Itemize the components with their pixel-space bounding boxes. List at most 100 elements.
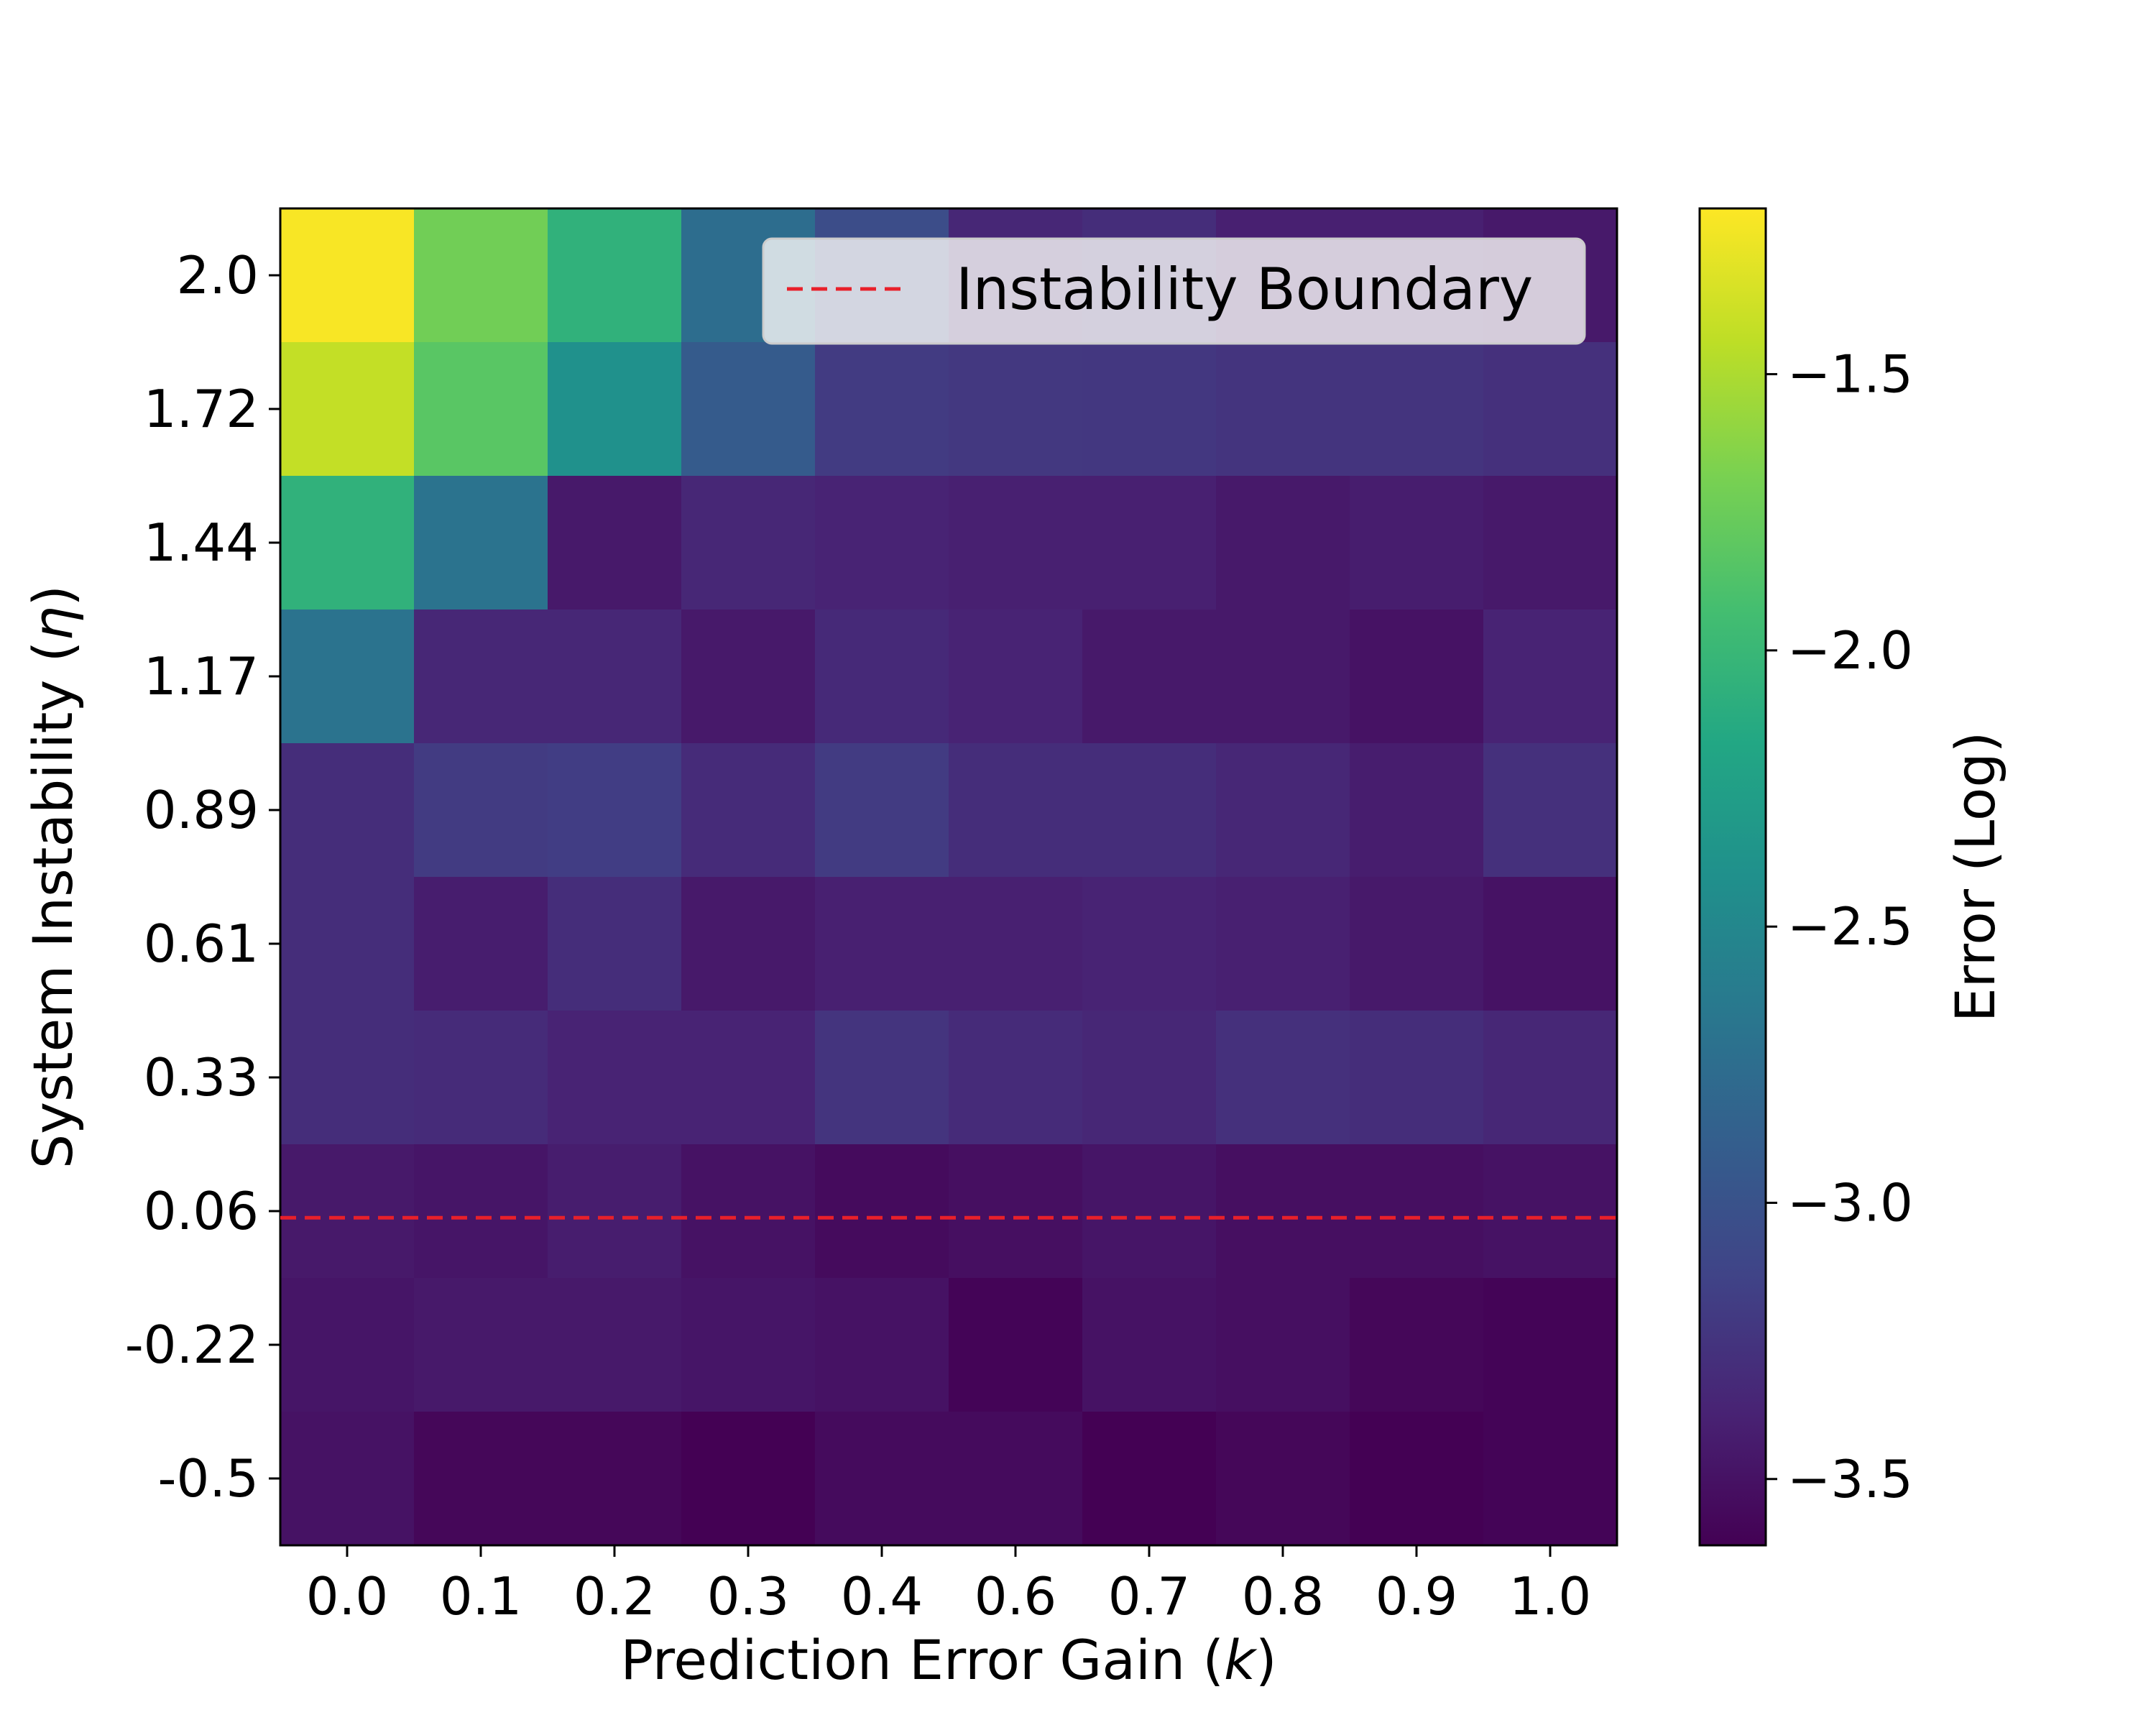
heatmap-cell — [949, 1011, 1083, 1145]
x-tick-label: 0.1 — [440, 1566, 522, 1627]
heatmap-cell — [280, 208, 415, 343]
heatmap-cell — [1483, 610, 1618, 744]
x-tick-label: 0.2 — [573, 1566, 656, 1627]
heatmap-cell — [681, 476, 816, 610]
heatmap-cell — [548, 610, 682, 744]
heatmap-cell — [280, 610, 415, 744]
heatmap-cell — [815, 743, 949, 878]
legend: Instability Boundary — [762, 237, 1586, 345]
heatmap-cell — [1082, 476, 1217, 610]
heatmap-cell — [548, 208, 682, 343]
x-tick-label: 0.8 — [1242, 1566, 1325, 1627]
heatmap-cell — [414, 1412, 548, 1546]
heatmap-cell — [1350, 1144, 1484, 1279]
heatmap-cell — [1082, 1011, 1217, 1145]
heatmap-cell — [1216, 877, 1350, 1011]
heatmap-cell — [949, 1278, 1083, 1412]
heatmap-cells — [280, 208, 1618, 1546]
heatmap-cell — [280, 342, 415, 477]
heatmap-cell — [815, 1278, 949, 1412]
heatmap-cell — [681, 1144, 816, 1279]
heatmap-cell — [1216, 1011, 1350, 1145]
heatmap-cell — [1483, 342, 1618, 477]
heatmap-cell — [815, 476, 949, 610]
x-tick-label: 0.3 — [707, 1566, 790, 1627]
heatmap-cell — [548, 1278, 682, 1412]
heatmap-cell — [1216, 743, 1350, 878]
heatmap-cell — [1216, 1412, 1350, 1546]
heatmap-cell — [548, 1144, 682, 1279]
heatmap-cell — [681, 1412, 816, 1546]
colorbar-tick-label: −3.0 — [1787, 1172, 1913, 1233]
colorbar-tick-label: −3.5 — [1787, 1449, 1913, 1509]
heatmap-cell — [681, 877, 816, 1011]
heatmap-cell — [681, 610, 816, 744]
heatmap-cell — [280, 743, 415, 878]
heatmap-cell — [414, 476, 548, 610]
colorbar — [1698, 207, 1767, 1547]
y-tick-label: 0.89 — [144, 780, 259, 840]
heatmap-cell — [1350, 1412, 1484, 1546]
heatmap-cell — [1483, 1412, 1618, 1546]
heatmap-cell — [280, 1144, 415, 1279]
x-tick-label: 1.0 — [1509, 1566, 1592, 1627]
colorbar-ticks: −1.5 −2.0 −2.5 −3.0 −3.5 — [1766, 344, 1913, 1509]
heatmap-cell — [815, 1011, 949, 1145]
heatmap-cell — [414, 342, 548, 477]
heatmap-cell — [1216, 342, 1350, 477]
heatmap-cell — [280, 476, 415, 610]
y-tick-label: 0.06 — [144, 1181, 259, 1241]
x-tick-label: 0.9 — [1376, 1566, 1458, 1627]
heatmap-cell — [1350, 1011, 1484, 1145]
heatmap-cell — [414, 1144, 548, 1279]
heatmap-cell — [548, 476, 682, 610]
heatmap-cell — [1483, 476, 1618, 610]
y-tick-label: 0.33 — [144, 1047, 259, 1108]
heatmap-cell — [1483, 877, 1618, 1011]
heatmap-cell — [949, 877, 1083, 1011]
heatmap-cell — [815, 610, 949, 744]
x-tick-label: 0.7 — [1108, 1566, 1191, 1627]
heatmap-cell — [548, 342, 682, 477]
heatmap-cell — [681, 342, 816, 477]
heatmap-cell — [414, 610, 548, 744]
heatmap-cell — [1082, 342, 1217, 477]
heatmap-cell — [681, 1278, 816, 1412]
heatmap-cell — [1483, 1011, 1618, 1145]
heatmap-cell — [949, 610, 1083, 744]
heatmap-cell — [1082, 877, 1217, 1011]
heatmap-cell — [681, 1011, 816, 1145]
heatmap-cell — [280, 877, 415, 1011]
y-axis-ticks: 2.0 1.72 1.44 1.17 0.89 0.61 0.33 0.06 -0.22 -0.5 — [125, 245, 280, 1509]
heatmap-cell — [414, 877, 548, 1011]
heatmap-cell — [1483, 743, 1618, 878]
heatmap-cell — [949, 342, 1083, 477]
colorbar-tick-label: −2.5 — [1787, 896, 1913, 957]
heatmap-cell — [548, 877, 682, 1011]
heatmap-cell — [1216, 1278, 1350, 1412]
heatmap-cell — [280, 1011, 415, 1145]
y-tick-label: 0.61 — [144, 914, 259, 974]
y-axis-label: System Instability (η) — [21, 585, 85, 1169]
heatmap-cell — [280, 1412, 415, 1546]
x-tick-label: 0.4 — [841, 1566, 923, 1627]
y-tick-label: -0.22 — [125, 1315, 259, 1375]
heatmap-cell — [1082, 1412, 1217, 1546]
heatmap-cell — [414, 208, 548, 343]
x-tick-label: 0.6 — [975, 1566, 1057, 1627]
heatmap-cell — [548, 1011, 682, 1145]
legend-box — [762, 237, 1586, 345]
colorbar-label: Error (Log) — [1943, 732, 2007, 1022]
heatmap-cell — [1350, 342, 1484, 477]
heatmap-cell — [548, 743, 682, 878]
heatmap-cell — [414, 1011, 548, 1145]
heatmap-cell — [1216, 610, 1350, 744]
heatmap-cell — [949, 743, 1083, 878]
heatmap-cell — [949, 1412, 1083, 1546]
heatmap-cell — [1082, 1278, 1217, 1412]
heatmap-cell — [1350, 476, 1484, 610]
heatmap-cell — [1350, 877, 1484, 1011]
heatmap-cell — [681, 743, 816, 878]
heatmap-cell — [414, 1278, 548, 1412]
